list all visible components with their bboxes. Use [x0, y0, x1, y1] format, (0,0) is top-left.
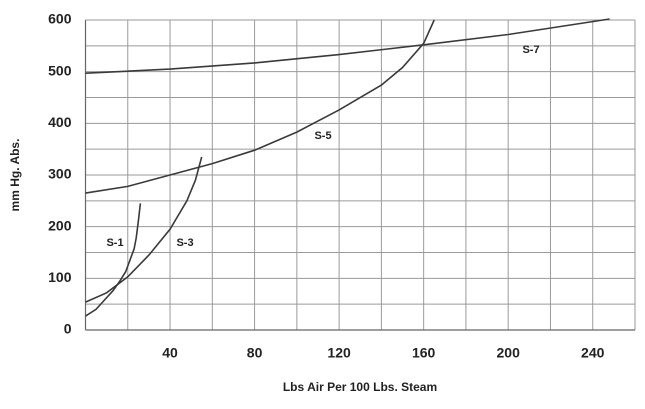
- y-tick-label: 400: [48, 114, 72, 130]
- curve: [85, 19, 435, 194]
- curve-label: S-7: [522, 44, 539, 56]
- y-tick-label: 200: [48, 217, 72, 233]
- x-tick-label: 40: [162, 345, 178, 361]
- y-tick-label: 100: [48, 269, 72, 285]
- curve-label: S-3: [176, 237, 193, 249]
- curve-label: S-5: [314, 130, 331, 142]
- curve: [85, 156, 203, 303]
- x-tick-label: 200: [497, 345, 521, 361]
- y-tick-label: 300: [48, 166, 72, 182]
- x-tick-label: 120: [327, 345, 351, 361]
- x-tick-label: 80: [247, 345, 263, 361]
- x-tick-label: 240: [581, 345, 605, 361]
- y-tick-label: 600: [48, 11, 72, 27]
- x-axis-title: Lbs Air Per 100 Lbs. Steam: [283, 380, 437, 394]
- curve: [85, 203, 142, 317]
- curve: [85, 18, 610, 74]
- y-tick-label: 500: [48, 62, 72, 78]
- curve-label: S-1: [106, 237, 123, 249]
- y-tick-label: 0: [64, 321, 72, 337]
- y-axis-title: mm Hg. Abs.: [8, 139, 22, 212]
- x-tick-label: 160: [412, 345, 436, 361]
